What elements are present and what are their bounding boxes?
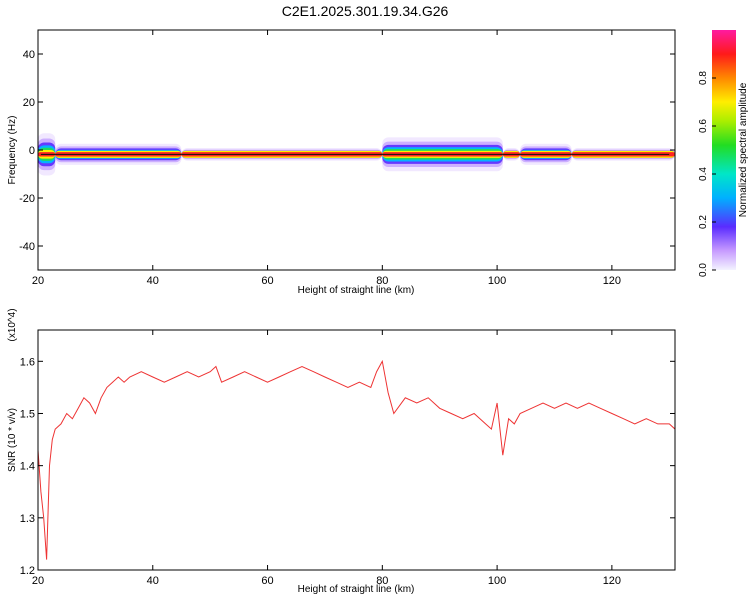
- snr-plot-area: [38, 330, 675, 570]
- colorbar-tick-label: 0.6: [698, 119, 709, 133]
- snr-series: [38, 359, 675, 560]
- snr-ticks: 20 40 60 80 100 120 1.2 1.3 1.4 1.5 1.6: [20, 330, 675, 587]
- spectrogram-xtick-label: 40: [147, 275, 159, 287]
- snr-ytick-label: 1.2: [20, 565, 35, 577]
- colorbar-ticks: 0.0 0.2 0.4 0.6 0.8: [698, 71, 716, 277]
- snr-line: [38, 359, 675, 560]
- snr-ytick-label: 1.4: [20, 461, 35, 473]
- snr-ytick-label: 1.3: [20, 513, 35, 525]
- spectrogram-xtick-label: 100: [488, 275, 506, 287]
- spectrogram-ytick-label: 20: [23, 97, 35, 109]
- colorbar-tick-label: 0.2: [698, 215, 709, 229]
- colorbar-gradient: [712, 30, 736, 270]
- snr-ytick-label: 1.5: [20, 408, 35, 420]
- snr-xtick-label: 60: [261, 575, 273, 587]
- spectrogram-ytick-label: -20: [19, 193, 35, 205]
- spectrogram-xtick-label: 120: [603, 275, 621, 287]
- spectrogram-xtick-label: 20: [32, 275, 44, 287]
- snr-panel: 20 40 60 80 100 120 1.2 1.3 1.4 1.5 1.6 Height of …: [7, 308, 676, 595]
- spectrogram-ytick-label: -40: [19, 241, 35, 253]
- snr-multiplier: (x10^4): [7, 308, 18, 341]
- colorbar: 0.0 0.2 0.4 0.6 0.8 Normalized spectral ampl…: [698, 30, 749, 277]
- chart-title: C2E1.2025.301.19.34.G26: [282, 3, 449, 19]
- colorbar-label: Normalized spectral amplitude: [738, 82, 749, 217]
- snr-ytick-label: 1.6: [20, 356, 35, 368]
- spectrogram-xtick-label: 80: [376, 275, 388, 287]
- snr-xlabel: Height of straight line (km): [298, 584, 415, 595]
- snr-xtick-label: 40: [147, 575, 159, 587]
- spectrogram-layers: [38, 133, 675, 176]
- colorbar-tick-label: 0.0: [698, 263, 709, 277]
- snr-xtick-label: 100: [488, 575, 506, 587]
- spectrogram-xlabel: Height of straight line (km): [298, 285, 415, 296]
- snr-xtick-label: 80: [376, 575, 388, 587]
- snr-xtick-label: 120: [603, 575, 621, 587]
- spectrogram-panel: 20 40 60 80 100 120 -40 -20 0 20 40 Height of stra…: [7, 29, 676, 296]
- spectrogram-ytick-label: 0: [29, 145, 35, 157]
- snr-ylabel: SNR (10 * v/v): [7, 408, 18, 472]
- spectrogram-ytick-label: 40: [23, 49, 35, 61]
- spectrogram-ylabel: Frequency (Hz): [7, 116, 18, 185]
- spectrogram-xtick-label: 60: [261, 275, 273, 287]
- colorbar-tick-label: 0.4: [698, 167, 709, 181]
- spectrogram-ticks: 20 40 60 80 100 120 -40 -20 0 20 40: [19, 30, 675, 287]
- snr-xtick-label: 20: [32, 575, 44, 587]
- snr-frame: [37, 329, 676, 571]
- colorbar-tick-label: 0.8: [698, 71, 709, 85]
